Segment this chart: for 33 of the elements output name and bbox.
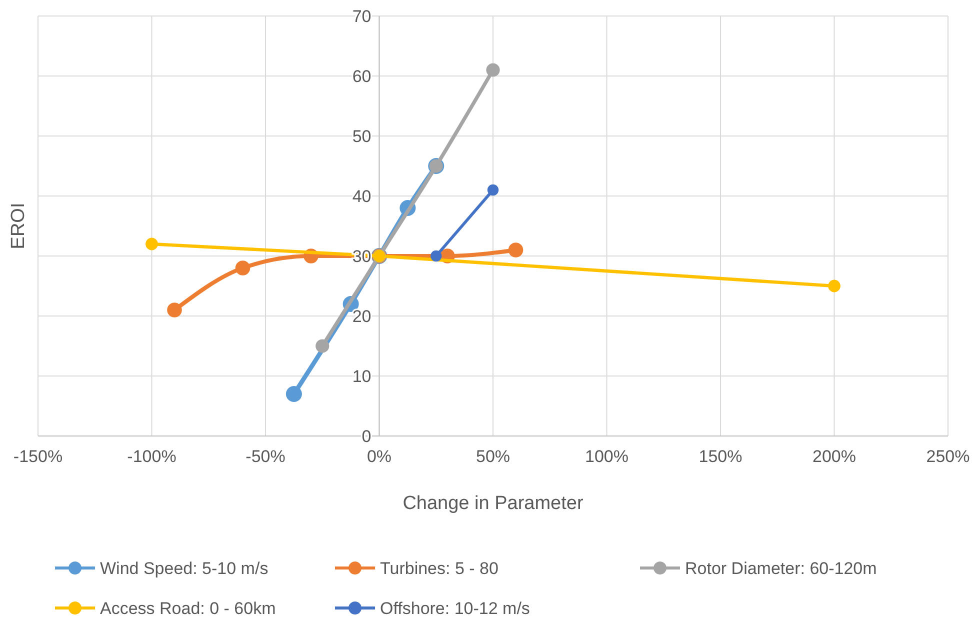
point [487, 184, 499, 196]
legend-label: Rotor Diameter: 60-120m [685, 559, 877, 578]
x-tick-label: 200% [812, 447, 856, 466]
legend-label: Access Road: 0 - 60km [100, 599, 276, 618]
y-tick-label: 10 [352, 367, 372, 386]
point [486, 63, 500, 77]
x-tick-label: 250% [926, 447, 970, 466]
y-axis-title: EROI [8, 202, 29, 250]
point [508, 242, 524, 258]
point [235, 260, 250, 276]
legend-label: Turbines: 5 - 80 [380, 559, 498, 578]
y-tick-label: 70 [352, 7, 372, 26]
legend-label: Wind Speed: 5-10 m/s [100, 559, 268, 578]
x-tick-label: -150% [13, 447, 63, 466]
y-tick-label: 0 [362, 427, 372, 446]
y-tick-label: 40 [352, 187, 372, 206]
y-tick-label: 60 [352, 67, 372, 86]
point [286, 386, 302, 402]
x-tick-label: 150% [698, 447, 742, 466]
point [430, 250, 442, 262]
point [167, 302, 182, 318]
x-tick-label: 0% [366, 447, 392, 466]
legend-label: Offshore: 10-12 m/s [380, 599, 530, 618]
x-tick-label: 50% [476, 447, 510, 466]
point [316, 339, 330, 353]
x-tick-label: -50% [246, 447, 286, 466]
y-tick-label: 50 [352, 127, 372, 146]
point [828, 280, 840, 292]
x-tick-label: 100% [585, 447, 628, 466]
x-axis-title: Change in Parameter [402, 493, 584, 514]
point [146, 238, 158, 250]
x-tick-label: -100% [127, 447, 176, 466]
y-tick-label: 20 [352, 307, 372, 326]
